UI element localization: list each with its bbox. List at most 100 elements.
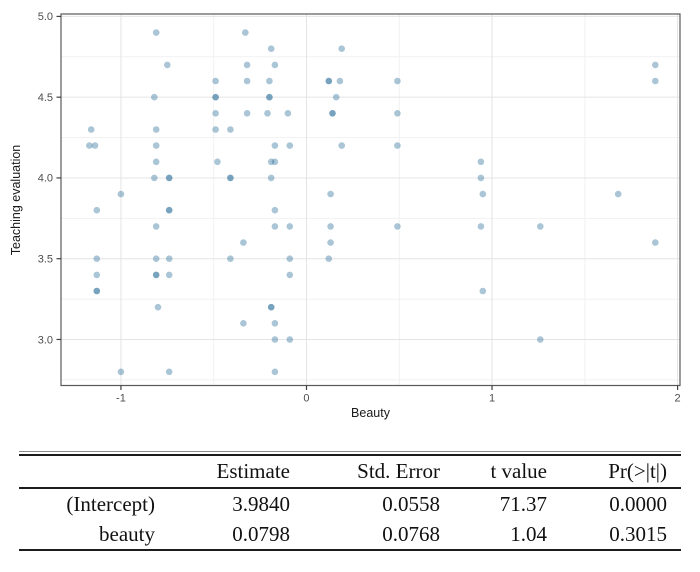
y-tick-label: 4.0 xyxy=(38,173,53,185)
x-tick-label: 0 xyxy=(303,393,309,405)
data-point xyxy=(93,206,101,214)
data-point xyxy=(240,239,247,246)
data-point xyxy=(338,142,346,149)
data-point xyxy=(652,239,659,246)
data-point xyxy=(537,336,544,343)
data-point xyxy=(242,29,249,36)
data-point xyxy=(286,271,294,279)
data-point xyxy=(227,255,234,262)
data-point xyxy=(479,190,487,198)
scatter-plot: -1 0 1 2 3.0 3.5 4.0 4.5 5.0 Teaching evaluation… xyxy=(9,11,681,420)
y-tick-label: 4.5 xyxy=(38,92,53,104)
data-point xyxy=(332,93,340,101)
x-axis-title: Beauty xyxy=(351,406,390,420)
data-point xyxy=(154,303,162,311)
data-point xyxy=(652,61,659,69)
header-t-value: t value xyxy=(454,456,564,489)
p-value: 0.0000 xyxy=(609,491,667,516)
header-std-error: Std. Error xyxy=(304,456,454,489)
data-point xyxy=(151,93,158,101)
data-point xyxy=(325,77,333,85)
data-point xyxy=(152,255,160,262)
data-point xyxy=(117,190,125,198)
data-point xyxy=(271,142,279,149)
data-point xyxy=(240,320,247,327)
data-point xyxy=(243,110,251,117)
y-axis-title: Teaching evaluation xyxy=(9,144,23,256)
data-point xyxy=(267,303,275,311)
data-point xyxy=(227,174,234,182)
data-point xyxy=(286,336,294,343)
data-point xyxy=(151,174,158,182)
data-point xyxy=(152,223,160,230)
data-point xyxy=(537,223,544,230)
data-point xyxy=(165,206,173,214)
data-point xyxy=(477,223,485,230)
data-point xyxy=(227,126,234,133)
data-point xyxy=(152,142,160,149)
row-label: (Intercept) xyxy=(66,491,155,516)
panel-border xyxy=(60,13,681,387)
y-tick-label: 5.0 xyxy=(38,11,53,23)
data-point xyxy=(286,255,294,262)
std-error-value: 0.0558 xyxy=(382,491,440,516)
header-estimate: Estimate xyxy=(169,456,304,489)
data-point xyxy=(652,77,659,85)
data-point xyxy=(271,206,279,214)
data-point xyxy=(91,142,99,149)
data-point xyxy=(93,287,101,295)
data-point xyxy=(266,93,273,101)
data-point xyxy=(152,158,160,166)
data-point xyxy=(394,110,401,117)
data-point xyxy=(284,110,292,117)
data-point xyxy=(329,110,336,117)
x-tick-label: -1 xyxy=(116,393,126,405)
table-top-rule xyxy=(19,451,681,456)
data-point xyxy=(329,110,336,117)
data-point xyxy=(267,303,275,311)
data-point xyxy=(152,271,160,279)
data-point xyxy=(271,158,279,166)
data-point xyxy=(93,255,101,262)
data-point xyxy=(271,368,279,376)
data-point xyxy=(243,61,251,69)
data-point xyxy=(394,142,401,149)
data-point xyxy=(271,336,279,343)
data-point xyxy=(152,271,160,279)
row-label: beauty xyxy=(99,521,155,546)
y-tick-label: 3.0 xyxy=(38,334,53,346)
t-value: 1.04 xyxy=(510,521,547,546)
data-point xyxy=(477,158,485,166)
t-value: 71.37 xyxy=(499,491,547,516)
data-point xyxy=(165,206,173,214)
data-point xyxy=(212,93,219,101)
data-point xyxy=(267,174,275,182)
data-point xyxy=(327,223,334,230)
p-value: 0.3015 xyxy=(609,521,667,546)
data-point xyxy=(286,142,294,149)
table-row: (Intercept) 3.9840 0.0558 71.37 0.0000 xyxy=(19,488,681,519)
y-tick-label: 3.5 xyxy=(38,254,53,266)
header-blank xyxy=(19,456,169,489)
data-point xyxy=(394,223,401,230)
data-point xyxy=(479,287,487,295)
data-point xyxy=(165,271,173,279)
estimate-value: 0.0798 xyxy=(232,521,290,546)
data-point xyxy=(165,368,173,376)
data-point xyxy=(267,45,275,52)
data-point xyxy=(165,174,173,182)
data-point xyxy=(338,45,346,52)
data-point xyxy=(271,320,279,327)
data-point xyxy=(152,126,160,133)
data-point xyxy=(214,158,221,166)
data-point xyxy=(267,158,275,166)
data-point xyxy=(286,223,294,230)
data-point xyxy=(212,126,219,133)
data-point xyxy=(227,174,234,182)
data-point xyxy=(264,110,271,117)
data-point xyxy=(86,142,93,149)
data-point xyxy=(152,29,160,36)
estimate-value: 3.9840 xyxy=(232,491,290,516)
data-point xyxy=(212,77,219,85)
